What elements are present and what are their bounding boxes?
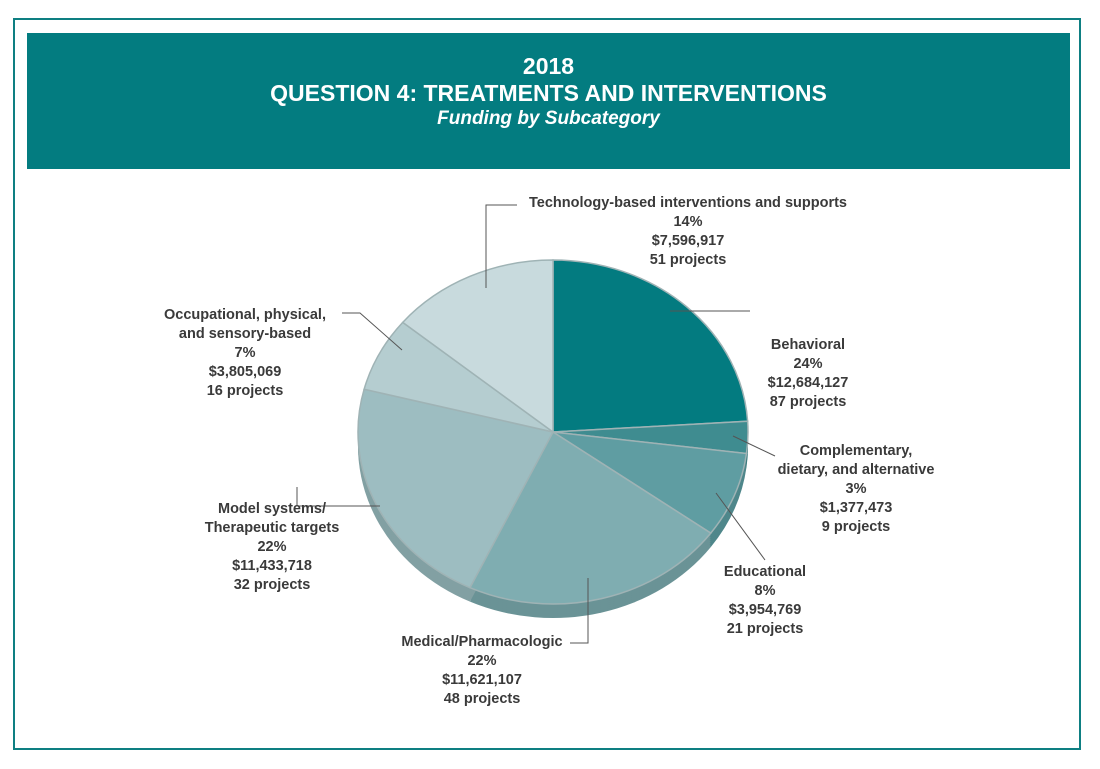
slice-label: Model systems/Therapeutic targets 22% $11,… bbox=[205, 500, 340, 595]
slice-label: Medical/Pharmacologic 22% $11,621,107 48 pr… bbox=[401, 633, 562, 709]
pie-slice-behavioral bbox=[552, 259, 749, 433]
slice-label-name: Medical/Pharmacologic bbox=[401, 634, 563, 650]
slice-label-amount: $11,433,718 bbox=[232, 558, 312, 574]
slice-label-amount: $7,596,917 bbox=[651, 233, 725, 249]
chart-subtitle: Funding by Subcategory bbox=[437, 108, 660, 129]
slice-label-name: Technology-based interventions and suppo… bbox=[529, 195, 847, 211]
slice-label-percent: 22% bbox=[467, 653, 497, 669]
leader-line bbox=[715, 492, 766, 561]
slice-label-projects: 16 projects bbox=[206, 383, 284, 399]
slice-label-name: Model systems/ bbox=[217, 501, 326, 517]
pie-slice-educational bbox=[552, 431, 748, 535]
slice-label-percent: 7% bbox=[234, 345, 256, 361]
leader-line bbox=[732, 435, 776, 457]
slice-label-name: Behavioral bbox=[770, 337, 846, 353]
slice-label-name: Occupational, physical, bbox=[164, 307, 326, 323]
slice-label-percent: 22% bbox=[257, 539, 287, 555]
slice-label-projects: 51 projects bbox=[649, 252, 727, 268]
slice-label-amount: $11,621,107 bbox=[442, 672, 522, 688]
slice-label-percent: 3% bbox=[845, 481, 867, 497]
slice-label-name: and sensory-based bbox=[178, 326, 312, 342]
slice-label-name: dietary, and alternative bbox=[777, 462, 935, 478]
slice-label-name: Educational bbox=[723, 564, 807, 580]
chart-header: 2018 QUESTION 4: TREATMENTS AND INTERVEN… bbox=[27, 33, 1070, 169]
slice-label-percent: 8% bbox=[754, 583, 776, 599]
slice-label-projects: 87 projects bbox=[769, 394, 847, 410]
slice-label-amount: $12,684,127 bbox=[767, 375, 849, 391]
leader-line bbox=[342, 312, 403, 351]
chart-year: 2018 bbox=[522, 53, 575, 79]
slice-label-percent: 14% bbox=[673, 214, 703, 230]
slice-label-projects: 48 projects bbox=[443, 691, 521, 707]
slice-label: Complementary, dietary, and alternative 3%… bbox=[778, 442, 935, 537]
slice-label-name: Therapeutic targets bbox=[204, 520, 340, 536]
leader-line bbox=[296, 487, 380, 507]
slice-label: Occupational, physical, and sensory-based… bbox=[164, 306, 326, 401]
slice-label-percent: 24% bbox=[793, 356, 823, 372]
slice-label-projects: 32 projects bbox=[233, 577, 311, 593]
leader-line bbox=[570, 578, 589, 644]
slice-label-amount: $1,377,473 bbox=[819, 500, 893, 516]
pie-slice-technology-based-interventions-and-supports bbox=[401, 259, 554, 434]
slice-label-projects: 9 projects bbox=[821, 519, 891, 535]
slice-label-projects: 21 projects bbox=[726, 621, 804, 637]
slice-label-amount: $3,954,769 bbox=[728, 602, 802, 618]
slice-label-amount: $3,805,069 bbox=[208, 364, 282, 380]
pie-slice-model-systems-therapeutic-targets bbox=[357, 388, 555, 589]
slice-label: Technology-based interventions and suppo… bbox=[529, 194, 847, 270]
slice-label-name: Complementary, bbox=[799, 443, 913, 459]
leader-line bbox=[485, 204, 517, 288]
chart-frame bbox=[13, 18, 1081, 750]
slice-label: Behavioral 24% $12,684,127 87 projects bbox=[768, 336, 849, 412]
slice-label: Educational 8% $3,954,769 21 projects bbox=[724, 563, 806, 639]
chart-title: QUESTION 4: TREATMENTS AND INTERVENTIONS bbox=[270, 80, 827, 106]
